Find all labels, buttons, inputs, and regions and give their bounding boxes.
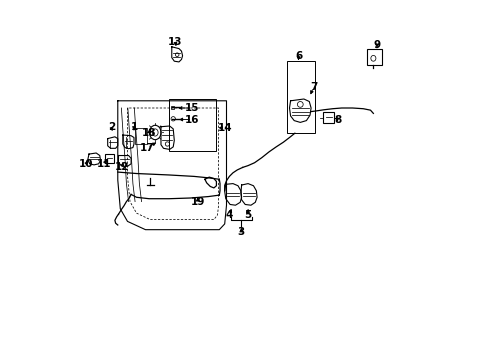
Text: 16: 16 xyxy=(184,114,199,125)
Bar xyxy=(322,112,333,123)
Bar xyxy=(134,128,147,144)
Text: 8: 8 xyxy=(334,114,341,125)
Text: 12: 12 xyxy=(115,162,129,172)
Bar xyxy=(105,154,114,163)
Text: 13: 13 xyxy=(168,37,182,47)
Bar xyxy=(286,61,314,133)
Text: 6: 6 xyxy=(294,51,302,61)
Bar xyxy=(366,49,381,65)
Text: 5: 5 xyxy=(244,210,251,220)
Bar xyxy=(170,106,174,109)
Text: 18: 18 xyxy=(142,128,156,138)
Bar xyxy=(168,99,215,151)
Text: 9: 9 xyxy=(373,40,380,50)
Text: 3: 3 xyxy=(237,227,244,237)
Text: 19: 19 xyxy=(190,197,204,207)
Text: 14: 14 xyxy=(218,123,232,133)
Text: 15: 15 xyxy=(184,103,199,113)
Text: 17: 17 xyxy=(140,143,154,153)
Text: 11: 11 xyxy=(97,159,111,169)
Text: 4: 4 xyxy=(225,210,233,220)
Text: 2: 2 xyxy=(107,122,115,132)
Text: 7: 7 xyxy=(309,82,317,92)
Text: 10: 10 xyxy=(79,159,93,169)
Text: 1: 1 xyxy=(130,122,137,132)
